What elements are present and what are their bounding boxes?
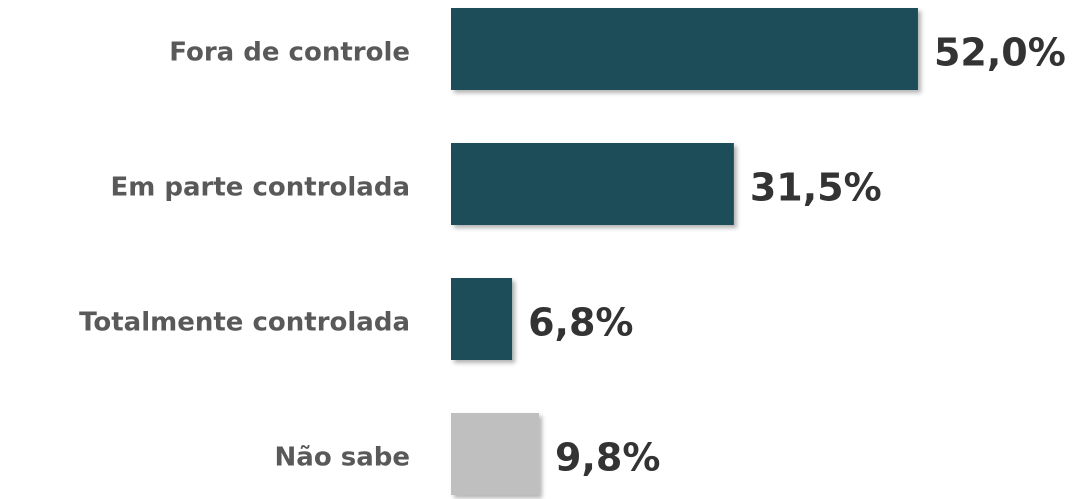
bar — [451, 278, 513, 360]
category-label: Fora de controle — [169, 38, 410, 68]
category-label: Em parte controlada — [110, 173, 410, 203]
bar — [451, 413, 540, 495]
value-label: 52,0% — [934, 31, 1066, 75]
value-label: 6,8% — [528, 301, 633, 345]
category-label: Totalmente controlada — [79, 308, 410, 338]
bar — [451, 8, 918, 90]
value-label: 9,8% — [555, 436, 660, 480]
bar — [451, 143, 734, 225]
value-label: 31,5% — [750, 166, 882, 210]
category-label: Não sabe — [275, 443, 410, 473]
